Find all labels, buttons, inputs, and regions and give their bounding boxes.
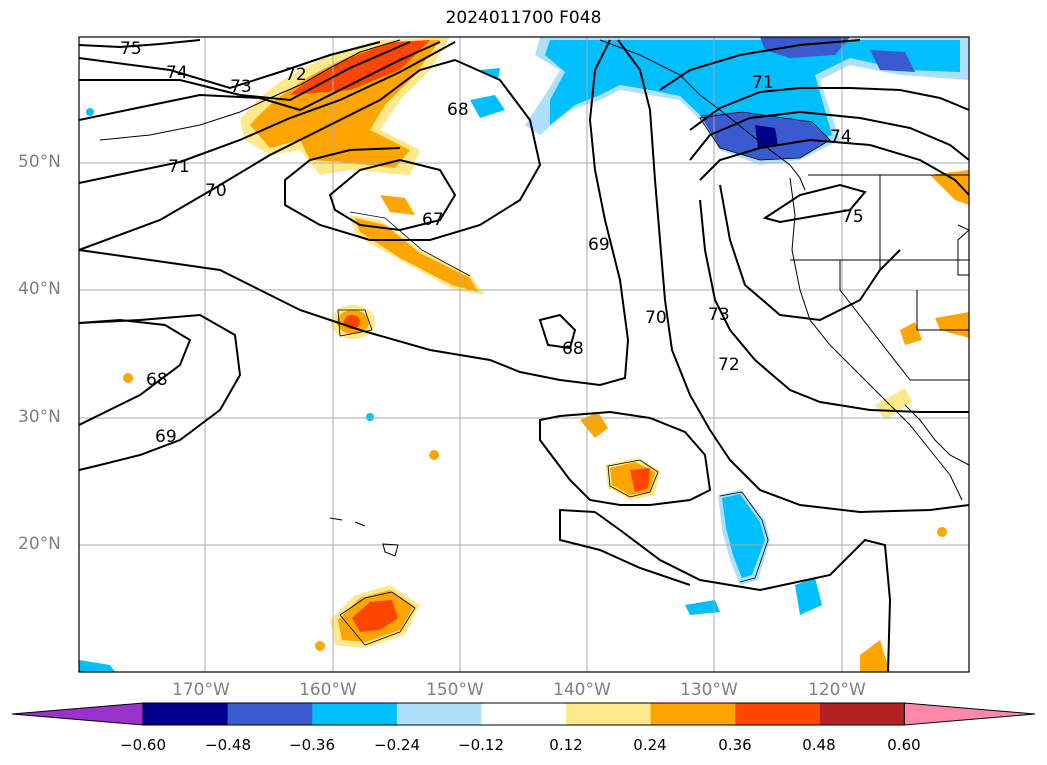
- contour-label: 74: [830, 127, 852, 147]
- colorbar-tick-label: −0.24: [374, 736, 420, 754]
- contour-label: 75: [842, 207, 864, 227]
- lat-label-30n: 30°N: [18, 407, 61, 427]
- lon-label-160w: 160°W: [299, 680, 357, 700]
- contour-label: 72: [285, 65, 307, 85]
- contour-label: 74: [166, 63, 188, 83]
- colorbar-tick-label: −0.12: [458, 736, 504, 754]
- colorbar-segment: [566, 703, 652, 725]
- contour-label: 70: [645, 308, 667, 328]
- lat-label-20n: 20°N: [18, 534, 61, 554]
- map-frame: [78, 36, 970, 673]
- lon-label-140w: 140°W: [553, 680, 611, 700]
- contour-label: 68: [146, 370, 168, 390]
- height-contours: [79, 39, 969, 672]
- positive-anomaly-shading: [123, 37, 969, 672]
- lon-label-170w: 170°W: [172, 680, 230, 700]
- contour-labels: 75 74 73 72 71 70 69 68 67 68 69 68 70 7…: [120, 39, 864, 447]
- colorbar-segment: [396, 703, 482, 725]
- colorbar-tick-label: −0.60: [120, 736, 166, 754]
- colorbar-segment: [481, 703, 567, 725]
- colorbar-outline: [142, 702, 905, 726]
- colorbar-tick-label: 0.48: [802, 736, 836, 754]
- colorbar-segment: [227, 703, 313, 725]
- contour-label: 73: [230, 77, 252, 97]
- colorbar-segment: [650, 703, 736, 725]
- colorbar-extend-max: [903, 702, 1036, 726]
- lon-label-150w: 150°W: [426, 680, 484, 700]
- contour-label: 70: [205, 181, 227, 201]
- colorbar-tick-label: 0.12: [549, 736, 583, 754]
- colorbar-segment: [143, 703, 229, 725]
- colorbar: [11, 702, 1036, 726]
- contour-label: 72: [718, 355, 740, 375]
- map-title: 2024011700 F048: [445, 8, 602, 28]
- contour-label: 75: [120, 39, 142, 59]
- contour-label: 67: [422, 210, 444, 230]
- colorbar-tick-label: −0.48: [205, 736, 251, 754]
- contour-label: 69: [155, 427, 177, 447]
- anomaly-outlines: [337, 111, 831, 646]
- contour-label: 71: [168, 157, 190, 177]
- contour-label: 73: [708, 305, 730, 325]
- contour-label: 68: [562, 339, 584, 359]
- graticule: [79, 37, 969, 672]
- colorbar-segment: [819, 703, 905, 725]
- lat-label-50n: 50°N: [18, 152, 61, 172]
- lon-label-120w: 120°W: [808, 680, 866, 700]
- contour-label: 68: [447, 100, 469, 120]
- colorbar-tick-label: −0.36: [289, 736, 335, 754]
- colorbar-tick-label: 0.36: [718, 736, 752, 754]
- colorbar-tick-label: 0.24: [633, 736, 667, 754]
- colorbar-segment: [312, 703, 398, 725]
- colorbar-segment: [735, 703, 821, 725]
- colorbar-extend-min: [11, 702, 144, 726]
- colorbar-tick-label: 0.60: [887, 736, 921, 754]
- contour-label: 69: [588, 235, 610, 255]
- contour-label: 71: [752, 73, 774, 93]
- lat-label-40n: 40°N: [18, 279, 61, 299]
- negative-anomaly-shading: [79, 37, 969, 672]
- lon-label-130w: 130°W: [680, 680, 738, 700]
